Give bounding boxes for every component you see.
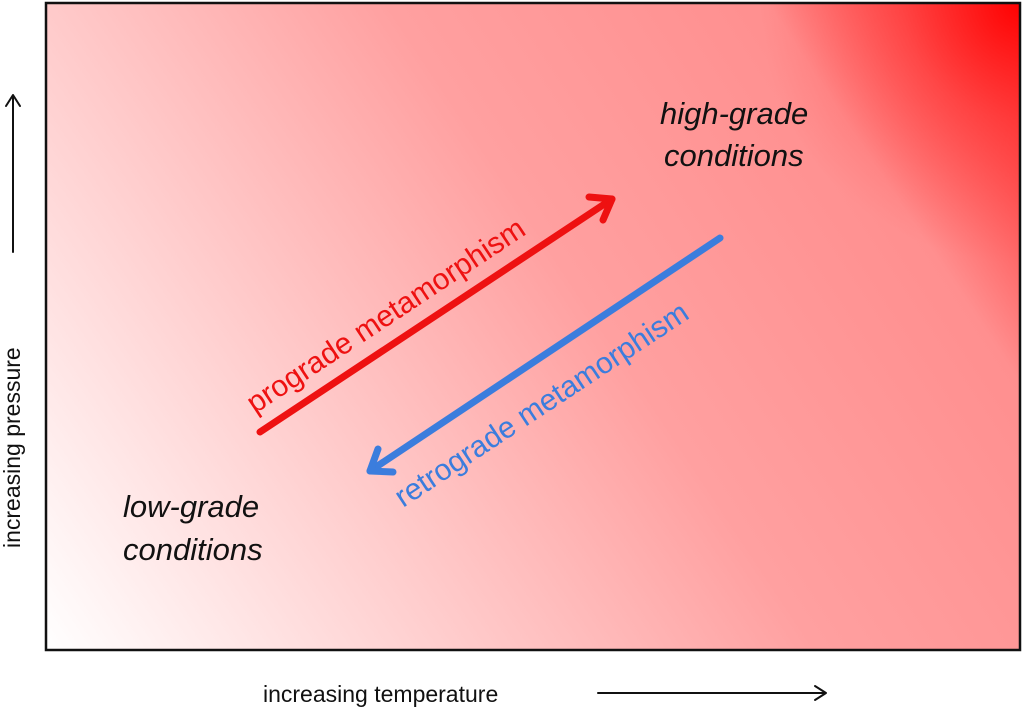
high-pt-corner-shading <box>46 3 1020 650</box>
y-axis-label: increasing pressure <box>0 347 25 548</box>
retrograde-arrowhead-icon <box>366 445 397 476</box>
high-grade-label: high-grade conditions <box>660 96 817 173</box>
retrograde-arrow <box>366 234 724 476</box>
prograde-arrow-shaft <box>256 195 616 436</box>
up-arrow-icon <box>5 94 21 253</box>
prograde-arrow <box>256 193 616 436</box>
x-axis-label: increasing temperature <box>263 681 498 707</box>
retrograde-arrow-shaft <box>366 234 724 475</box>
high-grade-line2: conditions <box>664 138 804 173</box>
high-grade-line1: high-grade <box>660 96 808 131</box>
plot-frame <box>44 1 1022 652</box>
low-grade-label: low-grade conditions <box>123 489 268 567</box>
right-arrow-icon <box>597 685 827 701</box>
low-grade-line1: low-grade <box>123 489 259 524</box>
low-grade-line2: conditions <box>123 532 263 567</box>
prograde-arrowhead-icon <box>585 193 616 224</box>
